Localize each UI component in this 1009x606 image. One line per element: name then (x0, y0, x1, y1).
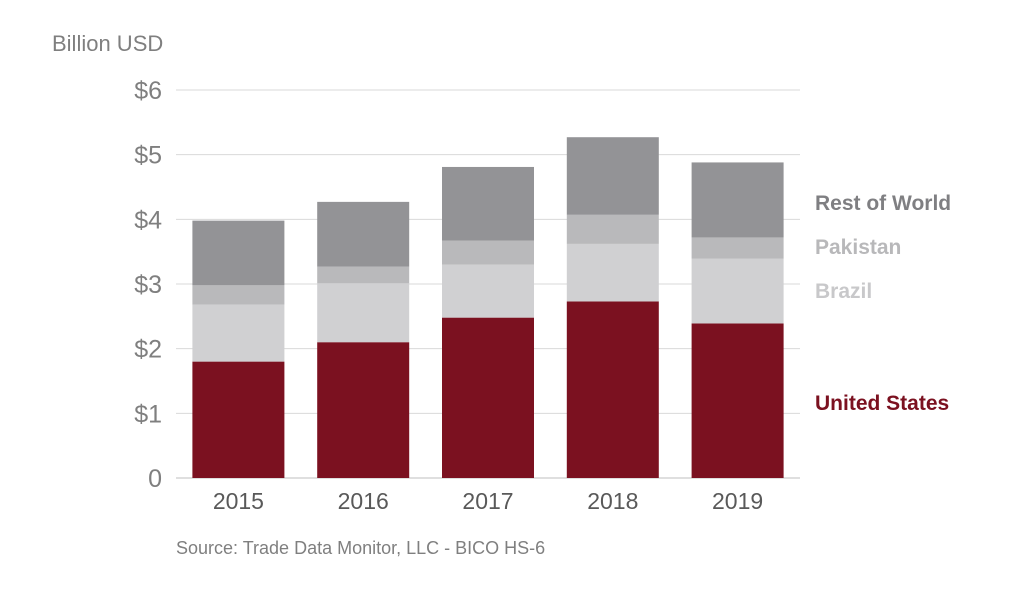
legend-label-brazil: Brazil (815, 280, 872, 303)
source-note: Source: Trade Data Monitor, LLC - BICO H… (176, 538, 545, 558)
bar-segment-brazil (691, 258, 784, 324)
y-tick-label: 0 (148, 465, 162, 493)
legend-label-pakistan: Pakistan (815, 236, 901, 259)
y-tick-labels: 0 $1 $2 $3 $4 $5 $6 (134, 77, 162, 493)
bar-segment-brazil (192, 304, 285, 362)
bar-segment-united-states (442, 317, 534, 478)
bar-segment-rest-of-world (192, 220, 285, 286)
x-tick-label: 2018 (587, 488, 638, 514)
y-tick-label: $2 (134, 336, 162, 364)
bar-segment-brazil (317, 283, 410, 343)
legend: Rest of World Pakistan Brazil United States (815, 192, 951, 415)
y-tick-label: $6 (134, 77, 162, 105)
x-tick-label: 2015 (213, 488, 264, 514)
bar-segment-pakistan (691, 237, 784, 259)
x-tick-labels: 2015 2016 2017 2018 2019 (213, 488, 763, 514)
x-tick-label: 2017 (462, 488, 513, 514)
bar-segment-rest-of-world (566, 137, 659, 215)
bar-segment-brazil (442, 264, 534, 318)
bar-segment-united-states (691, 323, 784, 478)
x-tick-label: 2019 (712, 488, 763, 514)
y-axis-label: Billion USD (52, 31, 163, 56)
y-tick-label: $3 (134, 271, 162, 299)
bar-segment-pakistan (317, 266, 410, 284)
bar-segment-united-states (566, 301, 659, 478)
bars (192, 137, 784, 478)
bar-segment-rest-of-world (691, 162, 784, 238)
x-tick-label: 2016 (338, 488, 389, 514)
legend-label-rest-of-world: Rest of World (815, 192, 951, 215)
bar-segment-pakistan (192, 285, 285, 305)
bar-segment-rest-of-world (317, 201, 410, 267)
bar-segment-rest-of-world (442, 166, 534, 241)
bar-segment-pakistan (566, 214, 659, 244)
bar-segment-united-states (192, 361, 285, 478)
legend-label-united-states: United States (815, 392, 949, 415)
y-tick-label: $5 (134, 142, 162, 170)
bar-segment-united-states (317, 342, 410, 478)
bar-segment-pakistan (442, 240, 534, 265)
y-tick-label: $1 (134, 400, 162, 428)
y-tick-label: $4 (134, 206, 162, 234)
bar-segment-brazil (566, 243, 659, 302)
